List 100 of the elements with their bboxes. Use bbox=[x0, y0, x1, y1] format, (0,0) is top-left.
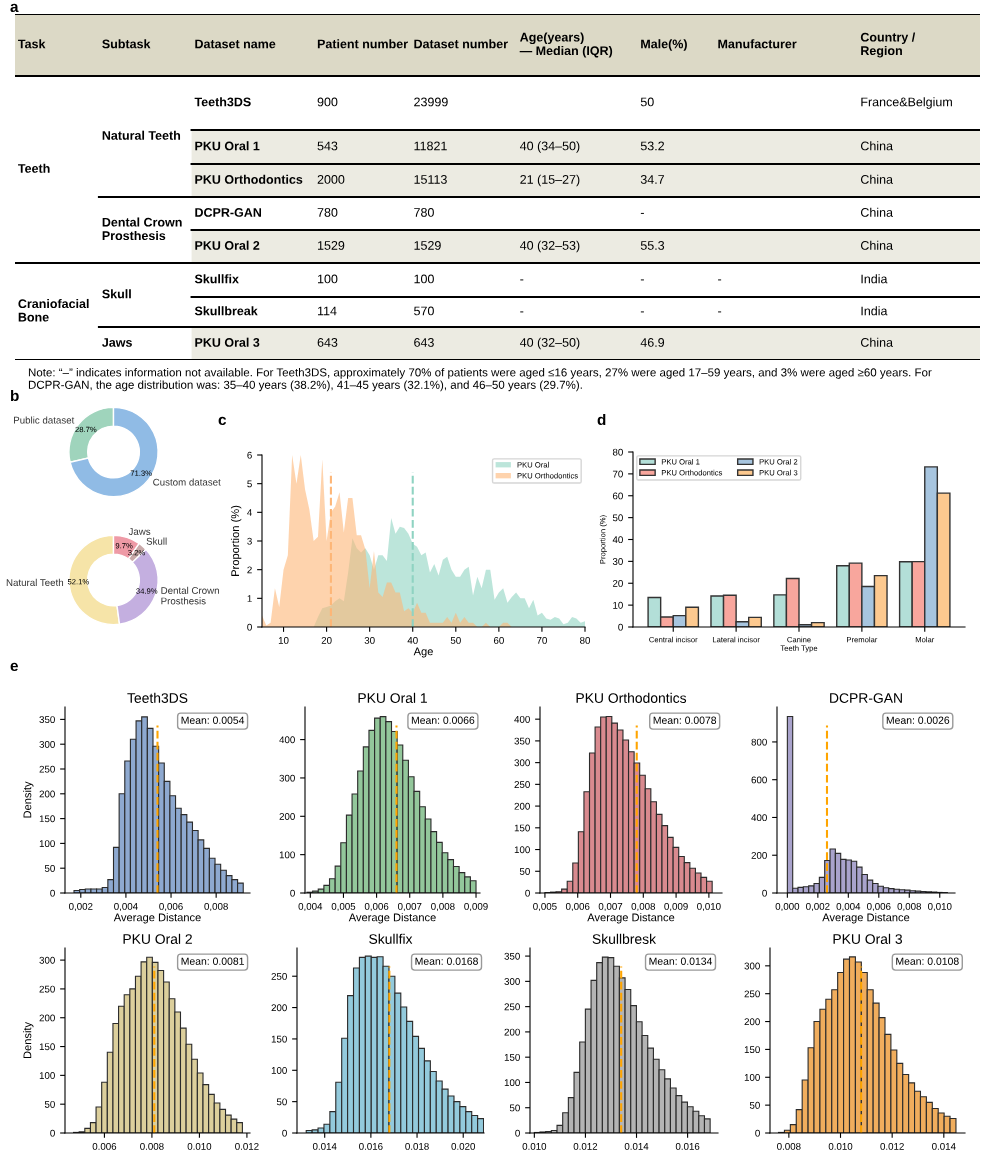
y-tick-label: 2 bbox=[247, 566, 252, 574]
text: 21 (15–27) bbox=[520, 174, 580, 187]
text: 643 bbox=[317, 338, 338, 347]
text: Note: “–” indicates information not available. For Teeth3DS, approximately 70% of patients were aged ≤16 years, 27% were aged 17–59 years, and 3% were aged ≥60 years. For DCPR-GAN, the age distribution was: 35–40 years (38.2%), 41–45 years (32.1%), and 46–50 years (29.7%). bbox=[28, 368, 932, 392]
y-tick-label: 100 bbox=[744, 1074, 760, 1081]
x-tick-label: 0,008 bbox=[431, 902, 455, 912]
x-tick-label: 0,004 bbox=[836, 902, 861, 912]
x-axis-title: Average Distance bbox=[348, 913, 436, 924]
y-tick-label: 400 bbox=[751, 814, 767, 822]
text: Teeth bbox=[18, 163, 50, 173]
x-axis-title: Average Distance bbox=[822, 913, 910, 924]
x-tick-label: 0.014 bbox=[932, 1142, 956, 1150]
text: India bbox=[861, 306, 888, 316]
category-label: Patient number bbox=[317, 39, 408, 49]
category-label: Age(years) — Median (IQR) bbox=[519, 32, 613, 58]
annotation: Mean: 0.0168 bbox=[415, 957, 478, 965]
text: Skullfix bbox=[194, 274, 239, 284]
y-tick-label: 300 bbox=[744, 962, 760, 970]
text: 1529 bbox=[414, 241, 441, 250]
chart-subtitle: b bbox=[11, 389, 19, 402]
y-tick-label: 0 bbox=[618, 623, 623, 631]
annotation: Mean: 0.0108 bbox=[896, 957, 959, 965]
y-axis-title: Density bbox=[23, 1022, 34, 1059]
text: Jaws bbox=[102, 338, 132, 347]
x-tick-label: 0.012 bbox=[573, 1142, 598, 1150]
y-tick-label: 50 bbox=[44, 864, 55, 872]
text: China bbox=[860, 207, 893, 217]
x-axis-title: Average Distance bbox=[113, 913, 201, 924]
text: 53.2 bbox=[640, 141, 665, 151]
text: 11821 bbox=[414, 141, 447, 151]
text: India bbox=[861, 274, 888, 284]
x-tick-label: 0,004 bbox=[298, 902, 323, 912]
chart-title: Skullfix bbox=[369, 933, 413, 944]
chart-title: PKU Orthodontics bbox=[576, 692, 687, 703]
annotation: Mean: 0.0078 bbox=[653, 716, 717, 724]
x-tick-label: 0,010 bbox=[927, 902, 952, 912]
x-tick-label: 0,002 bbox=[806, 902, 830, 912]
y-tick-label: 300 bbox=[279, 774, 295, 782]
x-tick-label: 0,004 bbox=[114, 902, 138, 912]
x-tick-label: 0,009 bbox=[464, 902, 488, 912]
x-tick-label: 0.012 bbox=[235, 1142, 259, 1150]
text: 100 bbox=[414, 274, 434, 284]
chart-subtitle: d bbox=[597, 413, 606, 426]
y-tick-label: 200 bbox=[39, 790, 55, 798]
chart-title: PKU Oral 1 bbox=[358, 692, 427, 703]
x-tick-label: 0.018 bbox=[405, 1142, 429, 1150]
y-tick-label: 50 bbox=[44, 1100, 55, 1108]
x-tick-label: 0.014 bbox=[312, 1142, 337, 1150]
y-tick-label: 250 bbox=[514, 781, 530, 788]
x-tick-label: 0,005 bbox=[533, 902, 557, 912]
y-tick-label: 50 bbox=[749, 1101, 760, 1109]
text: PKU Oral 1 bbox=[195, 141, 260, 151]
y-tick-label: 200 bbox=[39, 1014, 55, 1022]
text: - bbox=[640, 279, 644, 281]
y-tick-label: 10 bbox=[613, 601, 623, 609]
y-tick-label: 100 bbox=[39, 1072, 55, 1079]
annotation: Mean: 0.0081 bbox=[181, 957, 244, 965]
y-tick-label: 6 bbox=[247, 451, 252, 459]
y-tick-label: 250 bbox=[39, 985, 55, 993]
y-tick-label: 0 bbox=[762, 889, 767, 897]
y-tick-label: 350 bbox=[504, 952, 520, 960]
x-tick-label: 0,006 bbox=[867, 902, 891, 912]
x-tick-label: 0.016 bbox=[359, 1142, 383, 1150]
y-tick-label: 80 bbox=[612, 448, 623, 456]
x-tick-label: 0.014 bbox=[624, 1142, 649, 1150]
y-tick-label: 0 bbox=[755, 1129, 760, 1137]
category-label: Dataset number bbox=[414, 39, 508, 49]
text: 2000 bbox=[317, 175, 345, 184]
text: 900 bbox=[317, 97, 338, 107]
y-tick-label: 600 bbox=[751, 776, 767, 784]
slice-label: Custom dataset bbox=[153, 478, 221, 486]
y-tick-label: 400 bbox=[514, 715, 530, 723]
chart-title: Teeth3DS bbox=[127, 692, 188, 703]
category-label: Task bbox=[18, 39, 46, 49]
chart-title: PKU Oral 3 bbox=[833, 933, 903, 944]
text: 23999 bbox=[414, 97, 448, 107]
y-tick-label: 300 bbox=[39, 740, 55, 748]
y-tick-label: 0 bbox=[50, 889, 55, 897]
x-tick-label: 0,008 bbox=[897, 902, 922, 912]
chart-title: DCPR-GAN bbox=[830, 693, 902, 703]
text: France&Belgium bbox=[861, 97, 952, 109]
text: Dental Crown Prosthesis bbox=[102, 217, 182, 241]
y-tick-label: 250 bbox=[504, 1003, 520, 1011]
y-tick-label: 250 bbox=[744, 990, 760, 998]
y-tick-label: 50 bbox=[276, 1098, 287, 1106]
annotation: Mean: 0.0066 bbox=[411, 716, 475, 724]
x-tick-label: 0.010 bbox=[522, 1142, 547, 1150]
y-tick-label: 350 bbox=[514, 737, 530, 745]
text: China bbox=[860, 174, 893, 184]
y-tick-label: 200 bbox=[514, 802, 530, 810]
y-tick-label: 5 bbox=[247, 480, 252, 488]
y-tick-label: 40 bbox=[612, 536, 623, 544]
y-tick-label: 100 bbox=[504, 1079, 520, 1087]
y-tick-label: 1 bbox=[247, 595, 252, 602]
x-tick-label: 0.008 bbox=[777, 1142, 801, 1150]
y-tick-label: 100 bbox=[39, 840, 55, 848]
x-tick-label: 0.010 bbox=[187, 1142, 212, 1150]
slice-label: Natural Teeth bbox=[6, 578, 64, 586]
y-tick-label: 100 bbox=[279, 851, 295, 859]
x-tick-label: 0,008 bbox=[204, 902, 228, 912]
